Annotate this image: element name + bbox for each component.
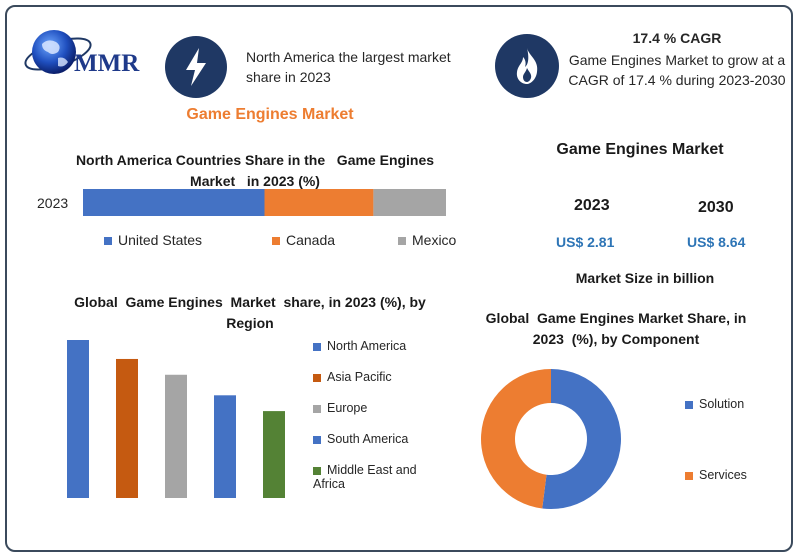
legend-label: Mexico — [412, 232, 457, 248]
cagr-title: 17.4 % CAGR — [632, 30, 722, 46]
legend-label: Europe — [327, 401, 368, 415]
value-2023: US$ 2.81 — [556, 234, 615, 250]
legend-swatch — [685, 471, 693, 480]
legend-asia-pacific: Asia Pacific — [313, 370, 423, 384]
region-bar-europe — [165, 374, 187, 498]
legend-label: Solution — [699, 397, 745, 411]
region-bar-north-america — [67, 340, 89, 498]
legend-europe: Europe — [313, 401, 423, 415]
legend-swatch — [104, 237, 112, 246]
legend-canada: Canada — [272, 232, 335, 248]
legend-swatch — [272, 237, 280, 246]
legend-label: North America — [327, 339, 407, 353]
legend-united-states: United States — [104, 232, 202, 248]
na-share-year-label: 2023 — [37, 195, 69, 211]
legend-swatch — [313, 342, 321, 351]
highlight-text: North America the largest market share i… — [246, 49, 451, 85]
legend-swatch — [313, 404, 321, 413]
year-2023-label: 2023 — [574, 197, 610, 214]
market-title: Game Engines Market — [186, 106, 354, 123]
component-chart-title: Global Game Engines Market Share, in 202… — [485, 310, 751, 347]
legend-label: South America — [327, 432, 409, 446]
legend-swatch — [398, 237, 406, 246]
infographic-frame — [5, 5, 793, 552]
component-donut-chart — [481, 369, 621, 509]
region-bar-asia-pacific — [116, 358, 138, 498]
value-2030: US$ 8.64 — [687, 234, 746, 250]
legend-south-america: South America — [313, 432, 423, 446]
legend-swatch — [313, 466, 321, 475]
region-chart-title: Global Game Engines Market share, in 202… — [74, 294, 430, 331]
cagr-text: Game Engines Market to grow at a CAGR of… — [568, 52, 786, 88]
stacked-bar-segment-united-states — [83, 189, 265, 216]
globe-icon — [24, 30, 92, 74]
legend-north-america: North America — [313, 339, 423, 353]
legend-services: Services — [685, 468, 775, 482]
mmr-logo: MMR — [18, 22, 158, 82]
region-bar-south-america — [214, 395, 236, 498]
legend-middle-east-and-africa: Middle East and Africa — [313, 463, 423, 491]
region-bar-chart — [67, 340, 285, 498]
flame-icon — [495, 34, 559, 98]
region-bar-middle-east-and-africa — [263, 411, 285, 498]
legend-label: United States — [118, 232, 203, 248]
legend-label: Services — [699, 468, 747, 482]
stacked-bar-segment-mexico — [373, 189, 446, 216]
donut-slice-solution — [542, 369, 621, 509]
legend-swatch — [685, 400, 693, 409]
legend-swatch — [313, 373, 321, 382]
na-share-bar-chart — [83, 189, 446, 216]
legend-label: Middle East and Africa — [313, 463, 417, 491]
market-size-title: Game Engines Market — [556, 141, 724, 158]
legend-mexico: Mexico — [398, 232, 456, 248]
logo-text: MMR — [74, 50, 140, 77]
market-size-unit-label: Market Size in billion — [575, 270, 715, 286]
legend-solution: Solution — [685, 397, 775, 411]
legend-label: Canada — [286, 232, 336, 248]
donut-slice-services — [481, 369, 551, 509]
year-2030-label: 2030 — [698, 199, 734, 216]
na-share-chart-title: North America Countries Share in the Gam… — [75, 152, 438, 189]
legend-label: Asia Pacific — [327, 370, 392, 384]
lightning-icon — [165, 36, 227, 98]
legend-swatch — [313, 435, 321, 444]
stacked-bar-segment-canada — [264, 189, 374, 216]
